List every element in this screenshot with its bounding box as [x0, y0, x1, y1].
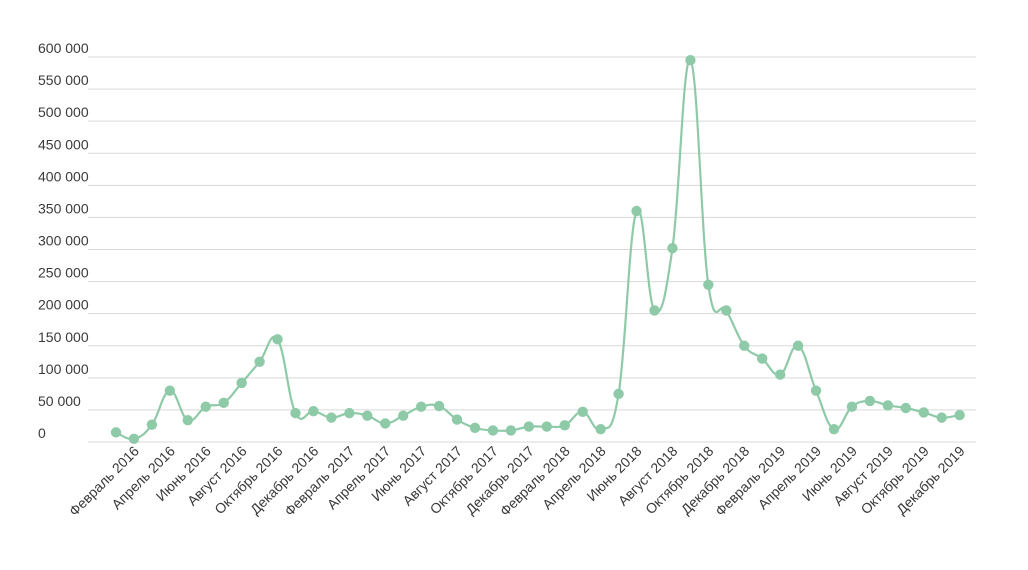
y-tick-label: 400 000: [38, 168, 89, 184]
data-point: [918, 407, 929, 418]
data-point: [577, 406, 588, 418]
y-tick-label: 500 000: [38, 104, 89, 120]
data-point: [703, 279, 714, 290]
data-point: [936, 412, 947, 423]
data-point: [326, 412, 337, 423]
data-point: [721, 305, 732, 316]
y-tick-label: 0: [38, 425, 46, 441]
data-point: [415, 401, 427, 412]
data-point: [846, 401, 858, 412]
y-tick-label: 100 000: [38, 361, 89, 377]
data-point: [433, 400, 445, 412]
data-point: [864, 395, 876, 407]
data-point: [541, 421, 552, 432]
data-point: [505, 425, 517, 436]
data-point: [128, 433, 140, 444]
data-point: [631, 205, 642, 217]
data-point: [685, 55, 696, 66]
data-point: [523, 421, 535, 432]
data-point: [487, 425, 499, 436]
data-point: [182, 414, 193, 426]
data-point: [828, 423, 840, 435]
y-tick-label: 150 000: [38, 329, 89, 345]
data-point: [667, 243, 678, 254]
data-point: [649, 305, 660, 316]
data-point: [469, 422, 481, 434]
data-point: [290, 407, 301, 419]
data-point: [164, 385, 176, 396]
data-point: [900, 402, 911, 414]
data-point: [398, 410, 409, 421]
data-point: [380, 418, 391, 429]
y-tick-label: 200 000: [38, 297, 89, 313]
y-tick-label: 550 000: [38, 72, 89, 88]
data-point: [200, 401, 211, 412]
data-point: [882, 400, 894, 411]
y-tick-label: 50 000: [38, 393, 81, 409]
data-point: [254, 356, 265, 367]
y-axis-ticks: 0 50 000 100 000 150 000 200 000 250 000 300 0…: [38, 40, 89, 441]
y-tick-label: 300 000: [38, 233, 89, 249]
y-tick-label: 450 000: [38, 136, 89, 152]
data-point: [774, 369, 786, 380]
data-point: [757, 353, 768, 364]
y-tick-label: 250 000: [38, 265, 89, 281]
data-point: [272, 334, 283, 345]
data-point: [451, 414, 463, 425]
data-point: [308, 406, 319, 417]
data-point: [810, 385, 822, 396]
data-point: [344, 407, 355, 419]
data-point: [559, 420, 570, 431]
data-point: [595, 423, 606, 435]
y-tick-label: 600 000: [38, 40, 89, 56]
data-point: [146, 419, 158, 430]
data-point: [236, 377, 247, 389]
data-point: [218, 397, 229, 409]
data-point: [792, 340, 804, 351]
data-point: [110, 427, 122, 438]
data-point: [739, 340, 750, 351]
y-tick-label: 350 000: [38, 200, 89, 216]
data-points: [110, 55, 965, 444]
data-point: [362, 410, 373, 421]
data-point: [613, 388, 624, 400]
grid-lines: [88, 56, 976, 443]
data-point: [954, 409, 965, 421]
